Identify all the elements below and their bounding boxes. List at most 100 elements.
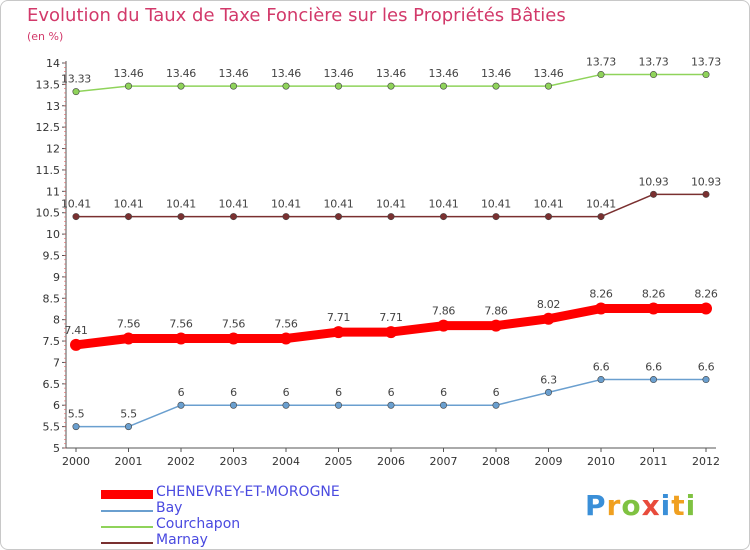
data-point — [125, 213, 133, 221]
data-point — [230, 82, 238, 90]
data-point — [702, 71, 710, 79]
data-point — [282, 213, 290, 221]
data-point — [175, 332, 187, 345]
brand-letter: i — [660, 489, 672, 522]
data-point — [542, 312, 555, 325]
data-label: 8.02 — [537, 298, 560, 311]
series-marnay: 10.41 10.41 10.41 10.41 10.41 10.41 10.41 10.41… — [61, 175, 722, 221]
data-point — [544, 388, 552, 396]
legend-swatch — [101, 542, 153, 544]
y-tick-label: 8.5 — [43, 292, 61, 305]
data-point — [700, 302, 712, 315]
x-tick-label: 2012 — [692, 455, 720, 468]
data-point — [177, 401, 185, 409]
data-point — [385, 326, 397, 339]
y-tick-label: 9 — [53, 271, 60, 284]
data-label: 7.86 — [484, 305, 508, 318]
data-label: 7.56 — [117, 317, 141, 330]
data-label: 6.6 — [698, 361, 715, 374]
data-label: 7.56 — [169, 317, 193, 330]
y-tick-label: 7 — [53, 356, 60, 369]
brand-logo: Proxiti — [585, 489, 696, 522]
series-bay: 5.5 5.5 6 6 6 6 6 6 6 6.3 6.6 6.6 6.6 — [68, 361, 715, 431]
data-label: 5.5 — [68, 408, 85, 421]
y-tick-label: 11.5 — [36, 164, 61, 177]
data-point — [492, 82, 500, 90]
x-tick-label: 2011 — [640, 455, 668, 468]
data-point — [72, 213, 80, 221]
x-tick-label: 2005 — [325, 455, 353, 468]
data-label: 6 — [335, 386, 342, 399]
data-point — [437, 319, 450, 332]
data-point — [282, 82, 290, 90]
data-label: 7.86 — [432, 305, 456, 318]
x-tick-label: 2003 — [220, 455, 248, 468]
brand-letter: P — [585, 489, 607, 522]
data-point — [490, 319, 502, 332]
data-point — [332, 326, 345, 339]
data-label: 6 — [493, 386, 500, 399]
x-tick-label: 2002 — [167, 455, 195, 468]
data-point — [125, 423, 133, 431]
data-label: 10.41 — [219, 198, 249, 211]
brand-letter: r — [606, 489, 622, 522]
data-label: 13.73 — [639, 56, 669, 69]
data-point — [597, 376, 605, 384]
x-tick-label: 2000 — [62, 455, 90, 468]
data-label: 10.93 — [639, 175, 669, 188]
data-point — [70, 338, 82, 351]
data-label: 10.41 — [271, 198, 301, 211]
data-label: 10.41 — [61, 198, 91, 211]
legend-swatch — [101, 490, 153, 499]
data-point — [492, 213, 500, 221]
data-point — [334, 82, 342, 90]
data-point — [544, 82, 552, 90]
data-label: 13.46 — [481, 67, 511, 80]
data-point — [122, 332, 135, 345]
data-point — [72, 88, 80, 96]
x-tick-label: 2004 — [272, 455, 300, 468]
data-label: 13.46 — [376, 67, 406, 80]
legend-swatch — [101, 526, 153, 528]
data-point — [597, 71, 605, 79]
x-tick-label: 2006 — [377, 455, 405, 468]
data-point — [334, 401, 342, 409]
data-label: 10.93 — [691, 175, 721, 188]
data-label: 13.46 — [534, 67, 564, 80]
data-point — [702, 376, 710, 384]
data-label: 13.73 — [691, 56, 721, 69]
data-point — [230, 401, 238, 409]
chart-unit: (en %) — [27, 30, 64, 43]
data-point — [177, 82, 185, 90]
data-label: 6.6 — [593, 361, 610, 374]
data-label: 13.46 — [114, 67, 144, 80]
data-point — [649, 71, 657, 79]
data-label: 8.26 — [642, 288, 666, 301]
x-tick-label: 2008 — [482, 455, 510, 468]
data-point — [597, 213, 605, 221]
y-tick-label: 14 — [46, 57, 60, 70]
y-tick-label: 6.5 — [43, 378, 61, 391]
brand-letter: i — [685, 489, 697, 522]
data-label: 7.71 — [379, 311, 402, 324]
y-tick-label: 6 — [53, 399, 60, 412]
data-label: 8.26 — [694, 288, 718, 301]
y-tick-label: 9.5 — [43, 250, 61, 263]
data-point — [439, 401, 447, 409]
data-label: 13.33 — [61, 73, 91, 86]
data-label: 6 — [230, 386, 237, 399]
x-tick-label: 2009 — [535, 455, 563, 468]
data-label: 13.46 — [166, 67, 196, 80]
data-label: 10.41 — [534, 198, 564, 211]
data-point — [334, 213, 342, 221]
legend-label: Marnay — [156, 532, 208, 548]
brand-letter: o — [621, 489, 642, 522]
data-label: 13.46 — [324, 67, 354, 80]
legend-label: CHENEVREY-ET-MOROGNE — [156, 484, 340, 500]
y-tick-label: 11 — [46, 185, 60, 198]
data-point — [72, 423, 80, 431]
data-label: 6 — [178, 386, 185, 399]
y-tick-label: 13.5 — [36, 78, 61, 91]
y-tick-label: 13 — [46, 100, 60, 113]
